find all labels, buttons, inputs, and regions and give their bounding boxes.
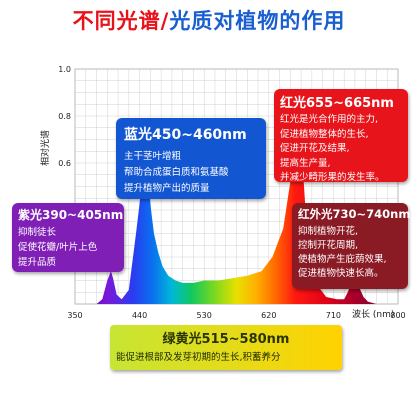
callout-infrared-line-2: 控制开花周期,: [298, 240, 359, 251]
callout-infrared-head: 红外光730~740nm: [298, 207, 411, 221]
x-tick-label: 440: [132, 311, 147, 320]
x-axis-label: 波长 (nm): [352, 308, 394, 320]
callout-blue-line-1: 主干茎叶增粗: [124, 151, 182, 162]
callout-green-yellow-light: 绿黄光515~580nm 能促进根部及发芽初期的生长,积蓄养分: [110, 325, 342, 370]
callout-purple-line-1: 抑制徒长: [18, 227, 57, 238]
callout-red-line-3: 促进开花及结果,: [280, 143, 350, 154]
title-separator: /: [160, 9, 170, 33]
callout-infrared-line-3: 使植物产生庇荫效果,: [298, 254, 387, 265]
callout-blue-light: 蓝光450~460nm 主干茎叶增粗 帮助合成蛋白质和氨基酸 提升植物产出的质量: [116, 118, 266, 199]
title-part2: 光质对植物的作用: [169, 9, 346, 33]
page-title: 不同光谱/光质对植物的作用: [0, 4, 418, 38]
callout-red-light: 红光655~665nm 红光是光合作用的主力, 促进植物整体的生长, 促进开花及…: [274, 89, 408, 183]
x-tick-label: 620: [261, 311, 276, 320]
x-tick-label: 350: [67, 311, 82, 320]
y-tick-label: 0.6: [58, 159, 71, 168]
callout-green-head: 绿黄光515~580nm: [162, 332, 290, 347]
callout-red-line-2: 促进植物整体的生长,: [280, 128, 369, 140]
x-tick-labels: 350 440 530 620 710 800: [67, 311, 405, 320]
title-part1: 不同光谱: [72, 9, 161, 33]
callout-purple-light: 紫光390~405nm 抑制徒长 促使花瓣/叶片上色 提升品质: [12, 203, 124, 272]
callout-red-line-5: 并减少畸形果的发生率。: [280, 172, 385, 183]
callout-red-head: 红光655~665nm: [280, 96, 394, 111]
callout-green-line-1: 能促进根部及发芽初期的生长,积蓄养分: [116, 352, 281, 363]
callout-purple-head: 紫光390~405nm: [18, 208, 124, 222]
callout-blue-line-2: 帮助合成蛋白质和氨基酸: [124, 167, 229, 178]
x-tick-label: 710: [326, 311, 341, 320]
callout-purple-line-3: 提升品质: [18, 257, 57, 268]
callout-infrared-line-1: 抑制植物开花,: [298, 226, 359, 237]
callout-infrared-line-4: 促进植物快速长高。: [298, 268, 384, 279]
x-tick-label: 530: [197, 311, 212, 320]
x-tick-label: 800: [390, 311, 405, 320]
callout-blue-head: 蓝光450~460nm: [124, 127, 247, 143]
y-tick-label: 1.0: [58, 65, 71, 74]
y-axis-label: 相对光谱: [39, 130, 51, 166]
callout-red-line-1: 红光是光合作用的主力,: [280, 114, 379, 125]
callout-red-line-4: 提高生产量,: [280, 157, 331, 169]
callout-infrared-light: 红外光730~740nm 抑制植物开花, 控制开花周期, 使植物产生庇荫效果, …: [292, 203, 411, 289]
callout-blue-line-3: 提升植物产出的质量: [124, 183, 210, 194]
y-tick-label: 0.8: [58, 112, 71, 121]
callout-purple-line-2: 促使花瓣/叶片上色: [18, 242, 98, 253]
